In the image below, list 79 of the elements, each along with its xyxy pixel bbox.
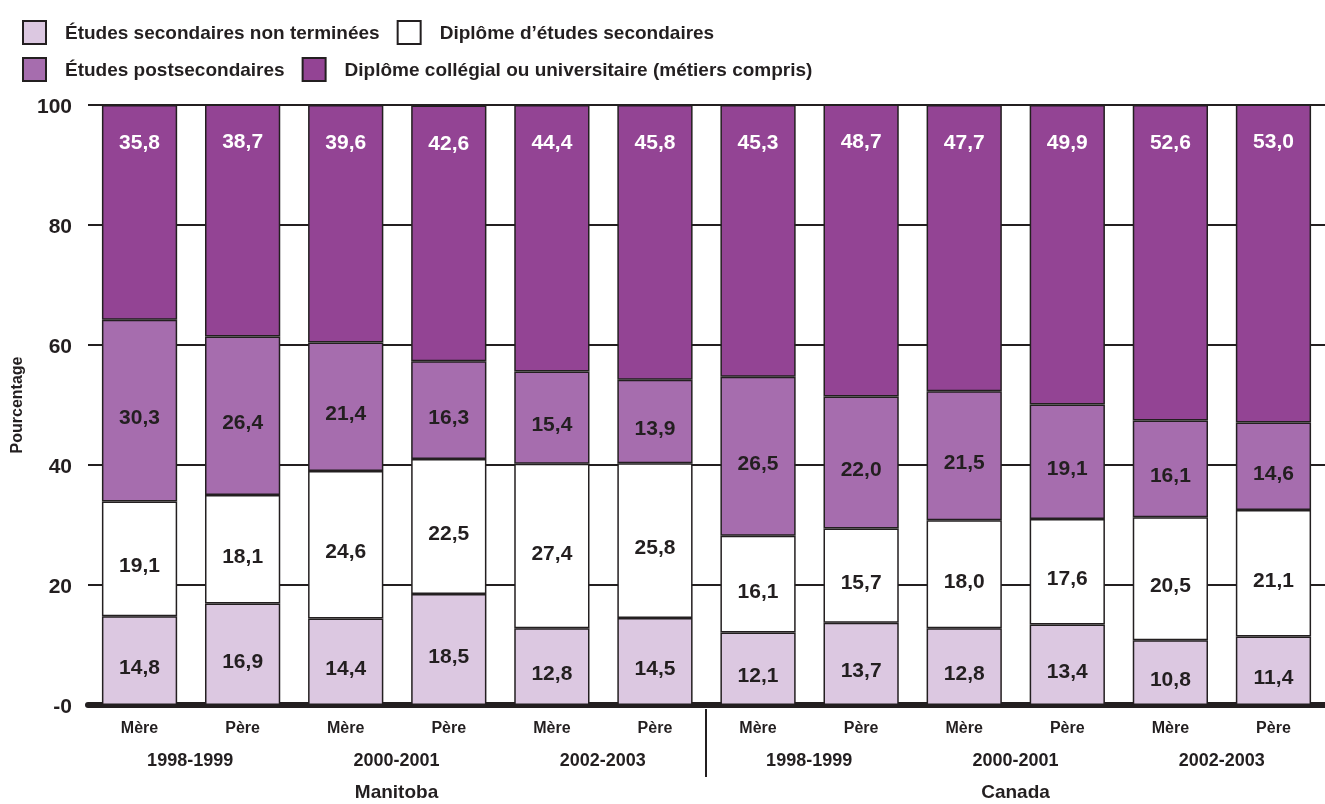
data-label: 16,9	[222, 648, 264, 672]
data-label: 18,5	[428, 644, 470, 667]
legend-label: Diplôme collégial ou universitaire (métiers compris)	[344, 59, 813, 80]
text: 2002-2003	[559, 750, 646, 770]
x-tick-label: Mère	[327, 718, 365, 736]
data-label: 13,9	[634, 416, 676, 439]
x-tick-label: Mère	[739, 718, 777, 736]
data-label: 35,8	[119, 130, 161, 153]
legend-label: Diplôme d’études secondaires	[439, 22, 715, 43]
data-label: 30,3	[119, 405, 160, 429]
x-tick-label: Père	[843, 718, 879, 736]
data-label: 15,7	[840, 570, 882, 594]
data-label: 20,5	[1149, 573, 1192, 597]
legend-label: Études secondaires non terminées	[65, 22, 380, 43]
data-label: 21,4	[325, 401, 367, 425]
data-label: 19,1	[1046, 456, 1089, 480]
x-tick-label: Mère	[533, 718, 571, 736]
data-label: 17,6	[1046, 566, 1088, 590]
x-tick-label: Mère	[120, 718, 159, 736]
data-label: 22,0	[840, 457, 882, 481]
y-tick-label: 100	[36, 93, 72, 117]
y-tick-label: 20	[48, 573, 72, 597]
y-tick-label: 60	[48, 333, 72, 357]
x-tick-label: Mère	[1151, 718, 1190, 736]
data-label: 52,6	[1149, 130, 1191, 153]
data-label: 24,6	[325, 539, 367, 563]
x-tick-label: Père	[637, 718, 673, 736]
data-label: 12,1	[737, 663, 779, 687]
x-tick-label: Mère	[945, 718, 983, 736]
data-label: 26,4	[222, 410, 264, 434]
text: 1998-1999	[766, 750, 853, 770]
data-label: 42,6	[428, 130, 470, 154]
data-label: 21,5	[943, 450, 985, 474]
data-label: 27,4	[531, 540, 573, 564]
data-label: 48,7	[840, 129, 882, 153]
data-label: 16,3	[428, 404, 470, 428]
data-label: 16,1	[1149, 463, 1192, 487]
text: 2002-2003	[1178, 750, 1265, 770]
data-label: 45,8	[634, 130, 676, 153]
data-label: 11,4	[1253, 665, 1294, 689]
data-label: 38,7	[222, 129, 264, 153]
text: 2000-2001	[353, 750, 440, 770]
data-label: 26,5	[737, 450, 779, 474]
data-label: 13,7	[840, 658, 882, 682]
x-tick-label: Père	[225, 718, 261, 736]
data-label: 13,4	[1046, 659, 1089, 683]
y-tick-label: 80	[48, 213, 72, 237]
data-label: 16,1	[737, 578, 779, 602]
data-label: 12,8	[531, 661, 573, 685]
data-label: 49,9	[1046, 130, 1088, 153]
data-label: 19,1	[119, 553, 161, 577]
data-label: 22,5	[428, 521, 470, 544]
data-label: 45,3	[737, 130, 779, 153]
text: 2000-2001	[972, 750, 1059, 770]
data-label: 14,4	[325, 656, 367, 680]
data-label: 15,4	[531, 412, 573, 436]
data-label: 10,8	[1149, 667, 1192, 691]
x-tick-label: Père	[1256, 718, 1291, 736]
data-label: 18,1	[222, 543, 264, 567]
x-tick-label: Père	[431, 718, 467, 736]
text: 1998-1999	[147, 750, 234, 770]
x-tick-label: Père	[1049, 718, 1085, 736]
y-tick-label: -0	[53, 693, 72, 717]
data-label: 47,7	[943, 130, 985, 153]
text: Manitoba	[354, 780, 439, 802]
data-label: 12,8	[943, 661, 985, 685]
data-label: 25,8	[634, 535, 676, 559]
data-label: 14,8	[119, 655, 161, 679]
data-label: 53,0	[1253, 129, 1294, 153]
text: Canada	[981, 780, 1051, 802]
legend-label: Études postsecondaires	[65, 59, 285, 80]
data-label: 44,4	[531, 130, 573, 153]
data-label: 14,5	[634, 656, 676, 679]
y-tick-label: 40	[48, 453, 72, 477]
data-label: 39,6	[325, 130, 367, 153]
data-label: 18,0	[943, 568, 985, 592]
y-axis-title: Pourcentage	[7, 356, 25, 454]
data-label: 21,1	[1253, 567, 1295, 591]
data-label: 14,6	[1253, 460, 1294, 484]
